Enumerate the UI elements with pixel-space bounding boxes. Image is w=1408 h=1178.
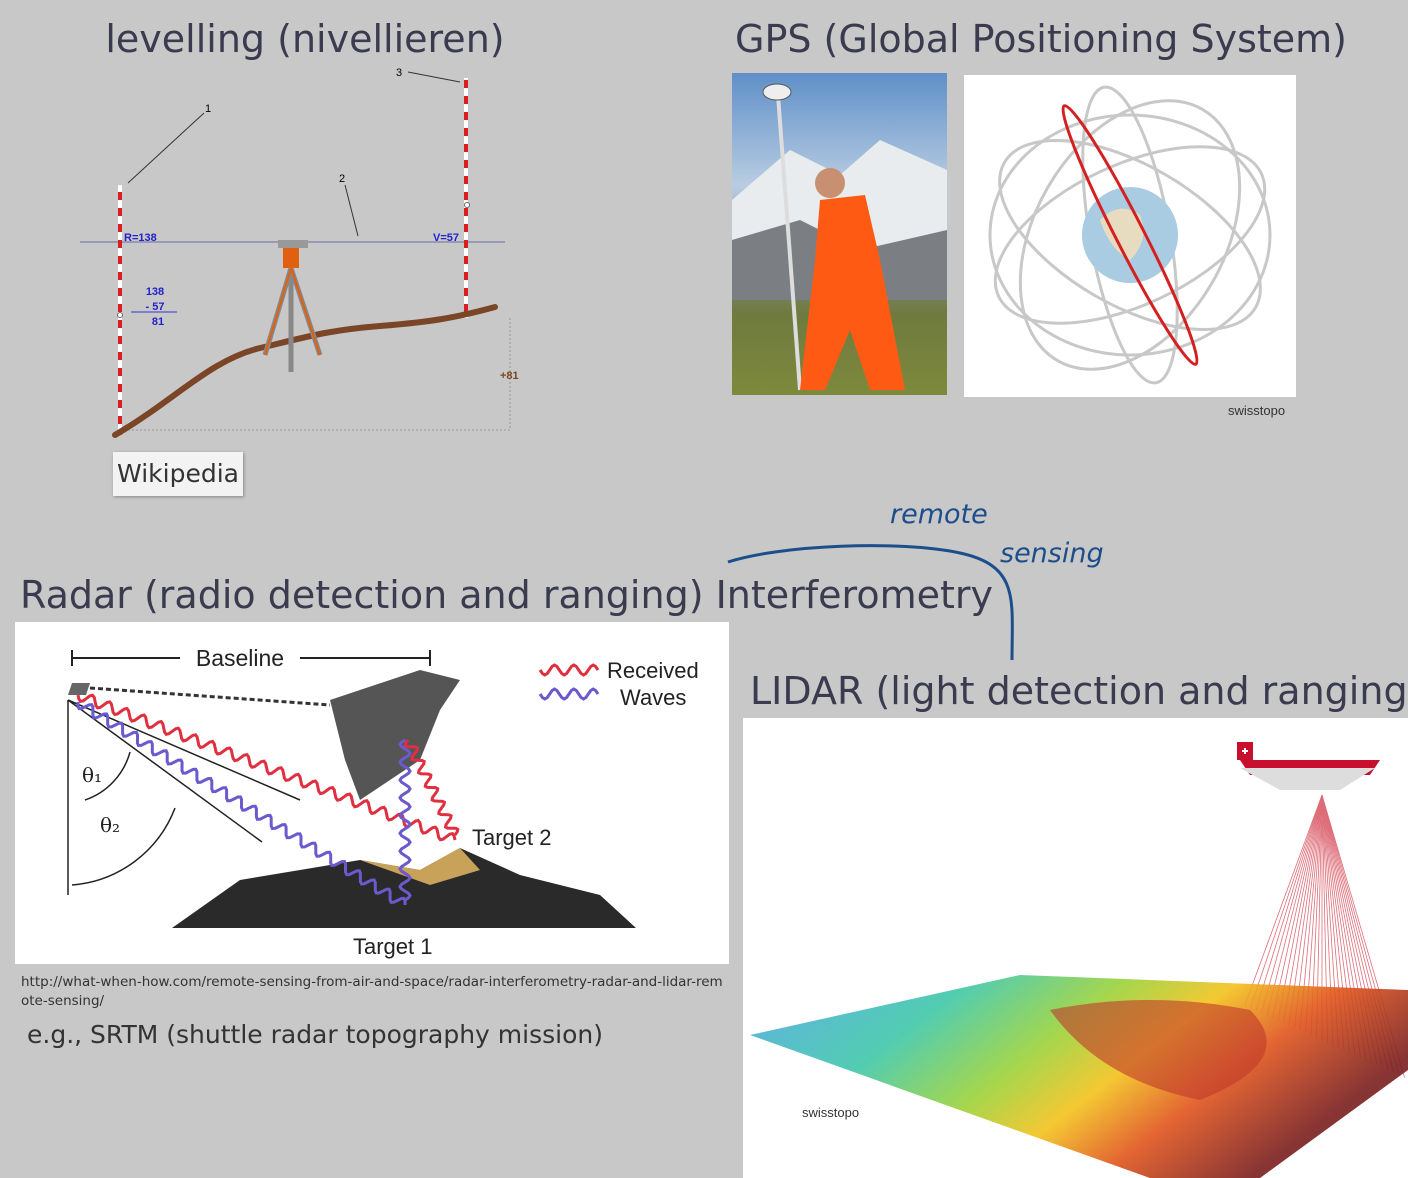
- section-title: Radar (radio detection and ranging) Inte…: [20, 573, 993, 617]
- radar-diagram: [15, 622, 729, 964]
- gps-photo-part: [776, 94, 802, 391]
- gps-constellation-part: [1061, 104, 1199, 366]
- radar-diagram-part: [76, 702, 407, 905]
- calculation-line: 138: [146, 286, 164, 298]
- diagram-label: Target 1: [353, 934, 433, 959]
- levelling-diagram-part: [464, 202, 470, 208]
- radar-diagram-part: [76, 693, 457, 842]
- legend-label: Received: [607, 658, 699, 683]
- lidar-image-part: [1050, 1000, 1267, 1100]
- levelling-diagram-part: [278, 240, 308, 248]
- levelling-diagram-part: [117, 312, 123, 318]
- laser-beam: [1255, 794, 1323, 1011]
- laser-beam: [1277, 794, 1323, 1021]
- gps-constellation-part-part: [1018, 99, 1242, 371]
- radar-diagram-part: [71, 650, 431, 666]
- calculation-line: 81: [152, 316, 164, 328]
- gps-photo-part: [762, 83, 792, 101]
- levelling-diagram-part: [264, 267, 321, 356]
- levelling-diagram-part: [118, 185, 122, 435]
- levelling-diagram-part: [120, 318, 511, 431]
- laser-beam: [1244, 794, 1323, 1006]
- levelling-diagram: [80, 71, 511, 438]
- radar-diagram-part: [172, 848, 636, 928]
- diagram-label: Target 2: [472, 825, 552, 850]
- lidar-image-part: [1240, 768, 1375, 790]
- legend-label: Waves: [620, 685, 686, 710]
- radar-diagram-part: [403, 739, 460, 836]
- gps-constellation-part-part: [988, 113, 1272, 357]
- gps-photo: [732, 73, 947, 395]
- example-note: e.g., SRTM (shuttle radar topography mis…: [27, 1020, 603, 1049]
- marker-label: 1: [205, 103, 211, 115]
- radar-diagram-part: [330, 670, 460, 800]
- source-url: http://what-when-how.com/remote-sensing-…: [21, 974, 723, 1009]
- radar-diagram-part: [538, 663, 600, 677]
- radar-diagram-part: [71, 751, 176, 886]
- staff-reading: V=57: [433, 232, 459, 244]
- staff-reading: R=138: [124, 232, 157, 244]
- gps-photo-part: [800, 195, 905, 390]
- image-credit: swisstopo: [802, 1105, 859, 1120]
- angle-label: θ₁: [82, 763, 102, 787]
- levelling-diagram-part: [127, 71, 461, 237]
- gps-constellation-part: [1100, 208, 1144, 260]
- lidar-image: [743, 718, 1408, 1178]
- handwritten-note: remote: [890, 499, 988, 530]
- marker-label: 2: [339, 173, 345, 185]
- radar-diagram-part: [89, 686, 331, 707]
- radar-diagram-part: [398, 738, 412, 902]
- angle-label: θ₂: [100, 813, 120, 837]
- laser-beam: [1283, 794, 1323, 1023]
- levelling-diagram-part: [262, 267, 323, 372]
- radar-diagram-part: [538, 687, 600, 701]
- levelling-diagram-part: [112, 304, 498, 438]
- section-title: LIDAR (light detection and ranging): [750, 669, 1408, 713]
- section-title: levelling (nivellieren): [105, 17, 504, 61]
- lidar-image-part: [1242, 748, 1248, 754]
- radar-diagram-part: [360, 848, 480, 885]
- calculation-line: - 57: [146, 301, 165, 313]
- laser-beam: [1250, 794, 1323, 1008]
- height-difference: +81: [500, 370, 519, 382]
- handwritten-bracket: [727, 544, 1014, 661]
- gps-constellation: [964, 75, 1296, 397]
- gps-constellation-part: [988, 85, 1272, 385]
- laser-beam: [1261, 794, 1323, 1013]
- gps-constellation-part-part: [998, 138, 1262, 332]
- diagram-label: Baseline: [196, 645, 284, 671]
- image-credit: swisstopo: [1228, 403, 1285, 418]
- laser-beam: [1272, 794, 1323, 1018]
- levelling-diagram-part: [464, 78, 468, 318]
- laser-beam: [1266, 794, 1323, 1016]
- image-credit: Wikipedia: [113, 452, 243, 496]
- radar-diagram-part: [68, 683, 90, 695]
- section-title: GPS (Global Positioning System): [735, 17, 1347, 61]
- levelling-diagram-part: [283, 248, 299, 268]
- handwritten-note: sensing: [1000, 538, 1104, 569]
- gps-photo-part: [815, 168, 845, 198]
- marker-label: 3: [396, 67, 402, 79]
- gps-constellation-part-part: [993, 145, 1267, 325]
